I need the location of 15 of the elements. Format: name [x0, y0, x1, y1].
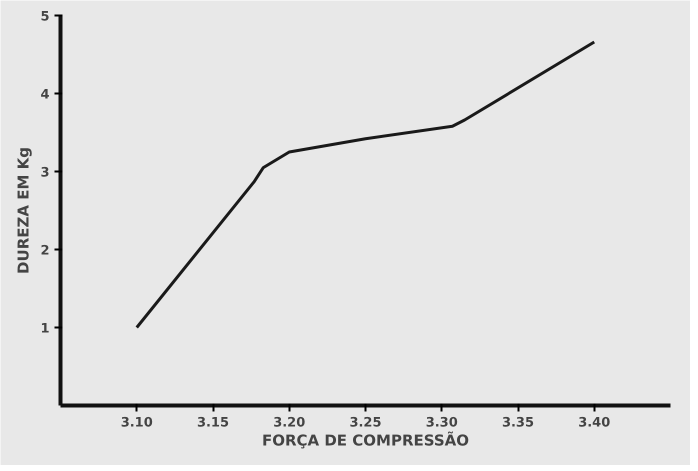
- x-tick-label: 3.25: [349, 416, 382, 430]
- y-tick-label: 2: [40, 244, 50, 258]
- y-tick-label: 4: [40, 88, 50, 102]
- y-tick-label: 1: [40, 322, 50, 336]
- y-axis-title: DUREZA EM Kg: [14, 147, 32, 274]
- y-tick-label: 3: [40, 166, 50, 180]
- x-tick-label: 3.10: [120, 416, 153, 430]
- x-tick-label: 3.15: [196, 416, 230, 430]
- y-tick-label: 5: [40, 10, 50, 24]
- x-axis-title: FORÇA DE COMPRESSÃO: [262, 432, 470, 450]
- line-series: [135, 40, 596, 329]
- x-tick-label: 3.20: [273, 416, 306, 430]
- x-tick-label: 3.30: [426, 416, 458, 430]
- x-tick-label: 3.35: [502, 416, 534, 430]
- x-tick-label: 3.40: [578, 416, 610, 430]
